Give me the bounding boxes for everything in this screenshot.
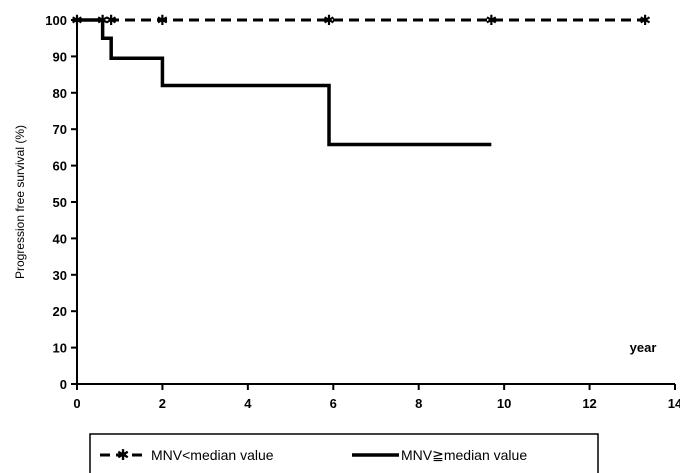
- y-tick-label: 100: [45, 13, 67, 28]
- x-tick-label: 14: [668, 396, 680, 411]
- x-axis-title: year: [630, 340, 657, 355]
- y-tick-label: 40: [53, 231, 67, 246]
- x-tick-label: 8: [415, 396, 422, 411]
- series-1-point: ✱: [157, 13, 169, 29]
- x-tick-label: 4: [244, 396, 252, 411]
- y-tick-label: 50: [53, 195, 67, 210]
- x-tick-label: 0: [73, 396, 80, 411]
- series-2-line: [77, 18, 492, 147]
- y-tick-label: 60: [53, 159, 67, 174]
- y-tick-label: 90: [53, 49, 67, 64]
- y-tick-label: 10: [53, 341, 67, 356]
- legend-box: [89, 433, 599, 473]
- series-layer: ✱ ✱✱ ✱ ✱ ✱ ✱: [71, 13, 651, 147]
- y-axis-title: Progression free survival (%): [13, 125, 27, 279]
- y-ticks: 0 10 20 30 40 50 60 70 80 90 100: [45, 13, 77, 392]
- series-1-point: ✱: [485, 13, 497, 29]
- legend-marker-series-1: ✱: [117, 447, 130, 464]
- series-1-point: ✱: [105, 13, 117, 29]
- legend-label-series-1: MNV<median value: [151, 447, 274, 463]
- x-tick-label: 10: [497, 396, 511, 411]
- y-tick-label: 0: [60, 377, 67, 392]
- legend-label-series-2: MNV≧median value: [401, 447, 527, 463]
- x-tick-label: 6: [330, 396, 337, 411]
- y-tick-label: 80: [53, 86, 67, 101]
- series-1-point: ✱: [323, 13, 335, 29]
- x-ticks: 0 2 4 6 8 10 12 14: [73, 384, 680, 411]
- x-tick-label: 2: [159, 396, 166, 411]
- legend: ✱ MNV<median value MNV≧median value: [89, 433, 599, 473]
- y-tick-label: 70: [53, 122, 67, 137]
- y-tick-label: 30: [53, 268, 67, 283]
- axes: [76, 20, 675, 385]
- y-tick-label: 20: [53, 304, 67, 319]
- series-1-point: ✱: [639, 13, 651, 29]
- x-tick-label: 12: [582, 396, 596, 411]
